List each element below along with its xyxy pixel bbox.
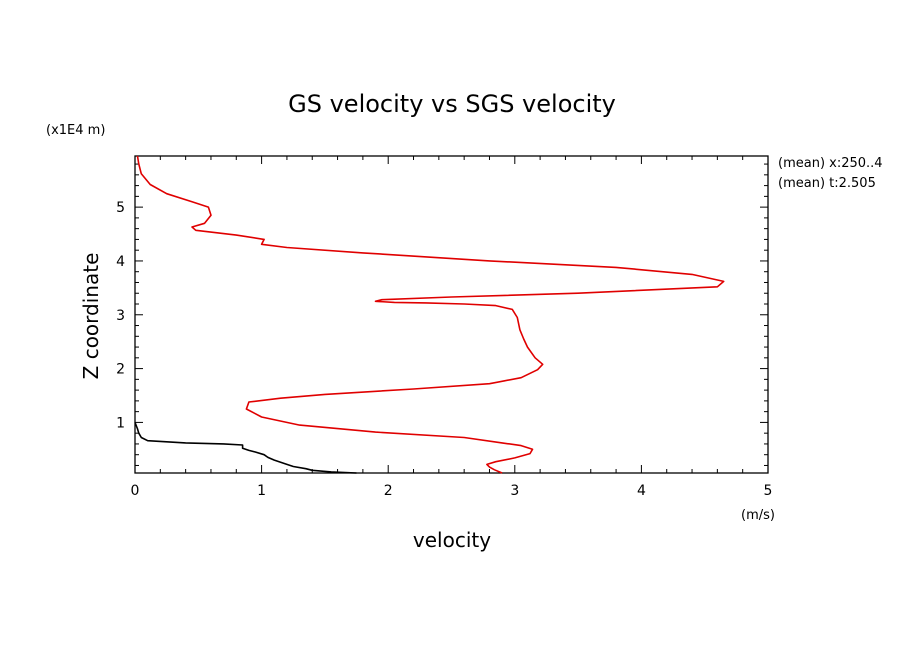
- series-line-0: [136, 155, 725, 474]
- x-unit-label: (m/s): [741, 508, 775, 523]
- y-tick-label: 1: [116, 415, 125, 431]
- x-tick-label: 5: [764, 483, 773, 499]
- series-line-1: [134, 422, 357, 474]
- y-tick-label: 3: [116, 308, 125, 324]
- y-axis-label: Z coordinate: [79, 253, 103, 380]
- x-axis-label: velocity: [413, 528, 491, 552]
- y-tick-label: 2: [116, 362, 125, 378]
- annotation-mean-t: (mean) t:2.505: [778, 176, 876, 191]
- x-tick-label: 0: [131, 483, 140, 499]
- y-unit-label: (x1E4 m): [46, 123, 105, 138]
- plot-frame: [134, 155, 769, 474]
- x-tick-label: 4: [637, 483, 646, 499]
- y-tick-label: 5: [116, 200, 125, 216]
- annotation-mean-x: (mean) x:250..4: [778, 156, 883, 171]
- x-tick-label: 2: [384, 483, 393, 499]
- chart-title: GS velocity vs SGS velocity: [288, 90, 616, 118]
- plot-area: 0 1 2 3 4 5 1 2 3 4 5: [116, 155, 773, 499]
- x-tick-label: 3: [510, 483, 519, 499]
- y-tick-label: 4: [116, 254, 125, 270]
- x-tick-label: 1: [257, 483, 266, 499]
